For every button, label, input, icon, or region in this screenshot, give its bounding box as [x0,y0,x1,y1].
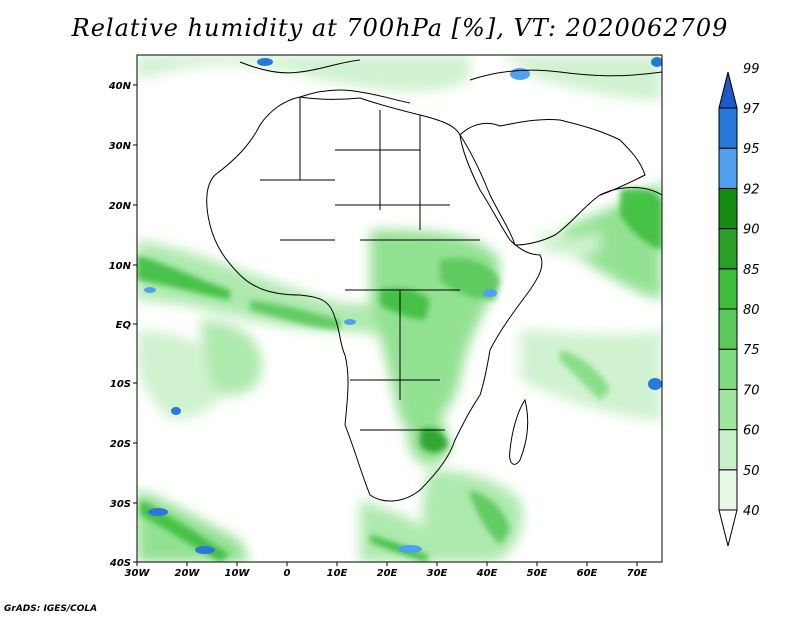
colorbar-level-label: 60 [743,424,760,439]
colorbar-swatch [718,308,738,350]
colorbar-level-label: 92 [743,182,760,197]
y-axis-ticks: 40N 30N 20N 10N EQ 10S 20S 30S 40S [108,81,137,569]
colorbar-swatch [718,187,738,230]
x-tick-label: 50E [527,568,548,579]
colorbar-swatch [718,228,738,270]
colorbar-swatch [718,268,738,310]
coastlines [206,59,662,502]
y-tick-label: 20S [110,439,131,450]
south-asia-coast [599,187,662,196]
chart-title: Relative humidity at 700hPa [%], VT: 202… [71,14,729,42]
x-tick-label: 20W [175,568,201,579]
asia-coastline [469,69,662,81]
y-tick-label: 20N [109,201,132,212]
colorbar-swatch [718,388,738,431]
humidity-field [137,55,662,562]
colorbar-level-label: 95 [743,142,760,157]
mediterranean-south-coast [299,89,411,104]
colorbar-level-label: 40 [743,504,760,519]
x-tick-label: 20E [377,568,398,579]
x-tick-label: 60E [577,568,598,579]
colorbar-swatch [718,429,738,471]
africa-coastline [206,96,543,502]
x-tick-label: 10E [327,568,348,579]
plot-frame [136,54,663,563]
colorbar-upper-arrow [718,71,738,109]
y-tick-label: 10S [110,379,131,390]
y-tick-label: EQ [116,320,132,331]
map-plot-area [136,54,663,563]
colorbar-legend: 40 50 60 70 75 80 85 90 92 95 97 99 [718,62,760,547]
colorbar-swatch [718,147,738,189]
colorbar-level-label: 99 [743,62,760,77]
arabia-coastline [459,119,646,246]
colorbar-swatch [718,107,738,149]
software-credit: GrADS: IGES/COLA [4,604,98,614]
europe-south-coast [239,59,361,74]
colorbar-swatch [718,348,738,390]
x-tick-label: 30W [125,568,151,579]
colorbar-lower-arrow [718,509,738,547]
colorbar-level-label: 75 [743,343,760,358]
colorbar-level-label: 70 [743,383,760,398]
colorbar-swatch [718,469,738,511]
x-tick-label: 40E [476,568,498,579]
x-tick-label: 10W [225,568,251,579]
x-axis-ticks: 30W 20W 10W 0 10E 20E 30E 40E 50E 60E 70… [125,562,648,579]
x-tick-label: 0 [284,568,291,579]
y-tick-label: 30N [109,141,132,152]
colorbar-level-label: 97 [743,102,760,117]
colorbar-level-label: 80 [743,303,760,318]
x-tick-label: 70E [627,568,648,579]
madagascar-coastline [509,398,529,465]
country-borders [260,97,480,431]
y-tick-label: 30S [110,499,131,510]
colorbar-level-label: 85 [743,263,760,278]
colorbar-level-label: 90 [743,223,760,238]
y-tick-label: 10N [109,261,132,272]
y-tick-label: 40N [108,81,132,92]
colorbar-level-label: 50 [743,464,760,479]
x-tick-label: 30E [427,568,448,579]
y-tick-label: 40S [109,558,131,569]
